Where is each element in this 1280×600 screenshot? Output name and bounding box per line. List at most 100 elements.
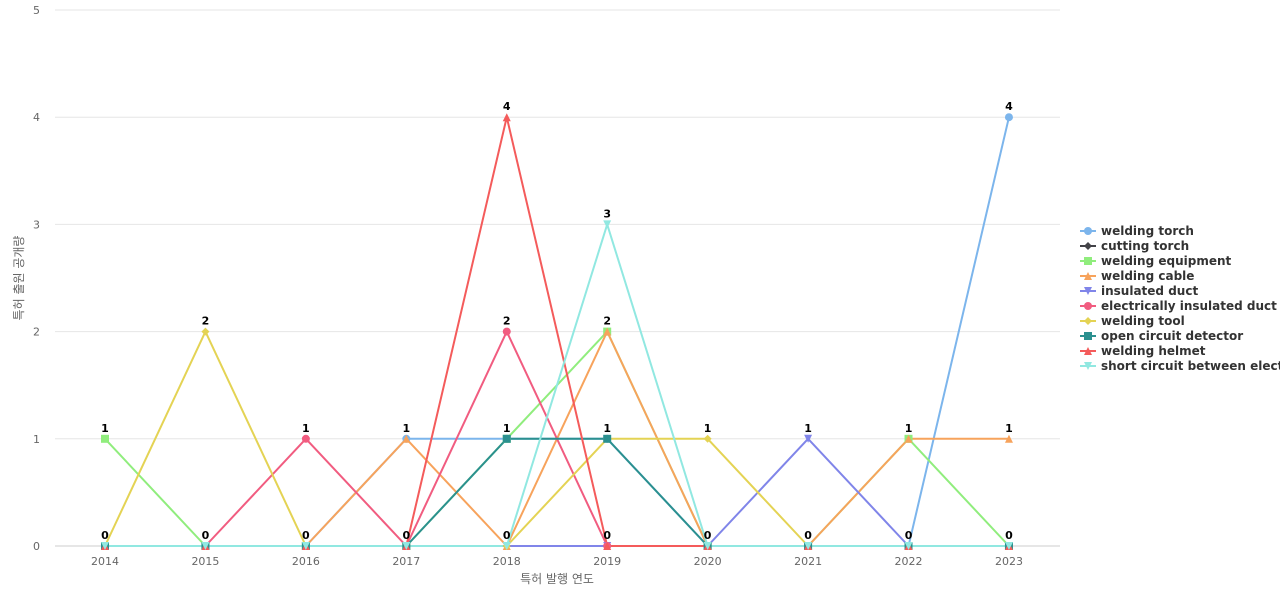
- data-label: 2: [503, 315, 511, 328]
- x-tick-label: 2015: [191, 555, 219, 568]
- series-markers: [101, 113, 1013, 550]
- data-point[interactable]: [101, 542, 109, 550]
- data-label: 2: [202, 315, 210, 328]
- data-point[interactable]: [904, 542, 913, 550]
- data-label: 0: [603, 529, 611, 542]
- data-label: 0: [804, 529, 812, 542]
- x-tick-label: 2023: [995, 555, 1023, 568]
- data-label: 0: [1005, 529, 1013, 542]
- data-label: 0: [202, 529, 210, 542]
- data-label: 0: [503, 529, 511, 542]
- legend-label: short circuit between elect...: [1101, 358, 1280, 373]
- legend-symbol-icon: [1080, 242, 1096, 250]
- data-label: 1: [905, 422, 913, 435]
- data-point[interactable]: [804, 542, 813, 550]
- data-label: 0: [302, 529, 310, 542]
- legend-label: insulated duct: [1101, 283, 1199, 298]
- x-axis-ticks: 2014 2015 2016 2017 2018 2019 2020 2021 2022 2023: [91, 555, 1023, 568]
- data-point[interactable]: [502, 434, 511, 443]
- y-tick-label: 0: [33, 540, 40, 553]
- data-labels: 1 0 2 0 1 0 1 0 4 2 1 0 3 2 1 0 1 0 1 0 1 0 4 1 0: [101, 100, 1013, 542]
- legend-symbol-icon: [1080, 257, 1096, 265]
- legend-item[interactable]: welding cable: [1080, 268, 1280, 283]
- data-point[interactable]: [603, 434, 612, 443]
- legend-symbol-icon: [1080, 347, 1096, 355]
- x-tick-label: 2022: [895, 555, 923, 568]
- legend-item[interactable]: cutting torch: [1080, 238, 1280, 253]
- legend-symbol-icon: [1080, 317, 1096, 325]
- data-point[interactable]: [1004, 434, 1013, 443]
- legend-item[interactable]: welding helmet: [1080, 343, 1280, 358]
- legend-item[interactable]: short circuit between elect...: [1080, 358, 1280, 373]
- legend-label: open circuit detector: [1101, 328, 1244, 343]
- legend-label: welding torch: [1101, 223, 1194, 238]
- data-point[interactable]: [1004, 113, 1013, 122]
- data-point[interactable]: [301, 434, 310, 443]
- legend-symbol-icon: [1080, 287, 1096, 295]
- data-label: 0: [101, 529, 109, 542]
- legend-item[interactable]: electrically insulated duct: [1080, 298, 1280, 313]
- legend-label: electrically insulated duct: [1101, 298, 1277, 313]
- x-tick-label: 2020: [694, 555, 722, 568]
- x-tick-label: 2018: [493, 555, 521, 568]
- data-point[interactable]: [502, 327, 511, 336]
- legend-item[interactable]: welding equipment: [1080, 253, 1280, 268]
- data-label: 1: [503, 422, 511, 435]
- data-label: 0: [704, 529, 712, 542]
- y-axis-title: 특허 출원 공개량: [12, 236, 26, 321]
- data-point[interactable]: [603, 542, 612, 550]
- y-tick-label: 4: [33, 111, 40, 124]
- legend-symbol-icon: [1080, 362, 1096, 370]
- legend-label: welding helmet: [1101, 343, 1206, 358]
- data-label: 1: [402, 422, 410, 435]
- data-label: 3: [603, 207, 611, 220]
- x-tick-label: 2016: [292, 555, 320, 568]
- data-point[interactable]: [603, 327, 612, 336]
- data-point[interactable]: [804, 434, 813, 443]
- x-tick-label: 2019: [593, 555, 621, 568]
- data-label: 4: [503, 100, 511, 113]
- legend-symbol-icon: [1080, 332, 1096, 340]
- data-point[interactable]: [904, 434, 913, 443]
- data-label: 2: [603, 315, 611, 328]
- y-tick-label: 5: [33, 4, 40, 17]
- data-point[interactable]: [502, 542, 511, 550]
- legend-symbol-icon: [1080, 302, 1096, 310]
- data-label: 0: [402, 529, 410, 542]
- data-label: 1: [804, 422, 812, 435]
- data-label: 1: [302, 422, 310, 435]
- data-label: 1: [603, 422, 611, 435]
- data-point[interactable]: [402, 434, 411, 443]
- legend-label: cutting torch: [1101, 238, 1190, 253]
- series-lines: [104, 116, 1010, 547]
- data-label: 1: [101, 422, 109, 435]
- data-point[interactable]: [703, 542, 712, 550]
- y-axis-ticks: 0 1 2 3 4 5: [33, 4, 40, 553]
- legend: welding torch cutting torch welding equipm…: [1080, 223, 1280, 373]
- data-point[interactable]: [703, 434, 712, 443]
- data-point[interactable]: [301, 542, 310, 550]
- data-label: 1: [1005, 422, 1013, 435]
- data-label: 0: [905, 529, 913, 542]
- legend-label: welding tool: [1101, 313, 1185, 328]
- data-point[interactable]: [101, 434, 109, 443]
- legend-item[interactable]: insulated duct: [1080, 283, 1280, 298]
- data-point[interactable]: [603, 220, 612, 229]
- data-point[interactable]: [502, 113, 511, 122]
- x-tick-label: 2014: [91, 555, 119, 568]
- data-point[interactable]: [402, 542, 411, 550]
- legend-item[interactable]: welding torch: [1080, 223, 1280, 238]
- legend-label: welding cable: [1101, 268, 1195, 283]
- data-point[interactable]: [201, 542, 210, 550]
- data-point[interactable]: [201, 327, 210, 336]
- data-label: 4: [1005, 100, 1013, 113]
- x-axis-title: 특허 발행 연도: [520, 571, 594, 586]
- x-tick-label: 2021: [794, 555, 822, 568]
- legend-item[interactable]: welding tool: [1080, 313, 1280, 328]
- data-point[interactable]: [1004, 542, 1013, 550]
- legend-item[interactable]: open circuit detector: [1080, 328, 1280, 343]
- y-tick-label: 3: [33, 218, 40, 231]
- y-tick-label: 2: [33, 326, 40, 339]
- y-tick-label: 1: [33, 433, 40, 446]
